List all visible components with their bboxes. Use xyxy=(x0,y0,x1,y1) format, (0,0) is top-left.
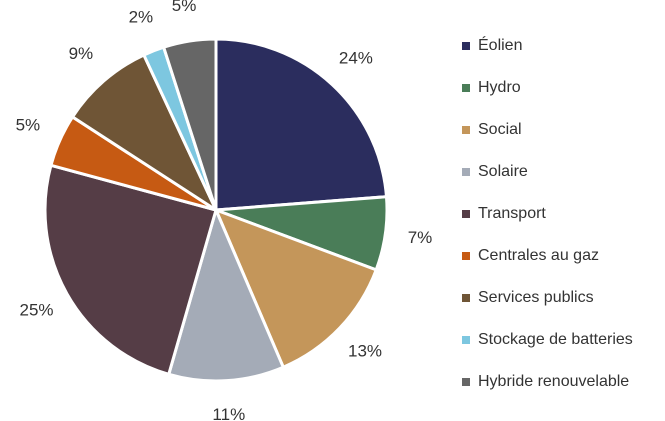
pie-slice xyxy=(213,207,379,370)
legend-label: Stockage de batteries xyxy=(478,331,633,348)
legend-swatch xyxy=(462,210,470,218)
pie-slice xyxy=(161,37,218,211)
value-label: 7% xyxy=(408,228,433,247)
legend-swatch xyxy=(462,168,470,176)
value-label: 9% xyxy=(69,44,94,63)
legend-label: Hybride renouvelable xyxy=(478,373,629,390)
legend-swatch xyxy=(462,252,470,260)
legend-swatch xyxy=(462,84,470,92)
value-label: 24% xyxy=(339,48,373,67)
value-label: 25% xyxy=(20,301,54,320)
legend-label: Éolien xyxy=(478,35,522,54)
legend-swatch xyxy=(462,42,470,50)
legend-label: Services publics xyxy=(478,289,594,306)
value-label: 11% xyxy=(212,405,245,421)
legend-label: Centrales au gaz xyxy=(478,247,599,264)
legend-label: Transport xyxy=(478,205,546,222)
legend-label: Hydro xyxy=(478,79,521,96)
value-label: 5% xyxy=(16,116,41,135)
legend-swatch xyxy=(462,378,470,386)
value-label: 5% xyxy=(172,0,197,15)
legend-label: Social xyxy=(478,121,522,138)
value-label: 13% xyxy=(348,342,382,361)
legend-label: Solaire xyxy=(478,163,528,180)
pie-slice xyxy=(166,205,286,383)
legend-swatch xyxy=(462,336,470,344)
pie-slice xyxy=(43,163,218,377)
pie-slice xyxy=(214,37,389,212)
legend-swatch xyxy=(462,126,470,134)
value-label: 2% xyxy=(129,8,154,27)
legend-swatch xyxy=(462,294,470,302)
pie-slice xyxy=(70,52,220,215)
